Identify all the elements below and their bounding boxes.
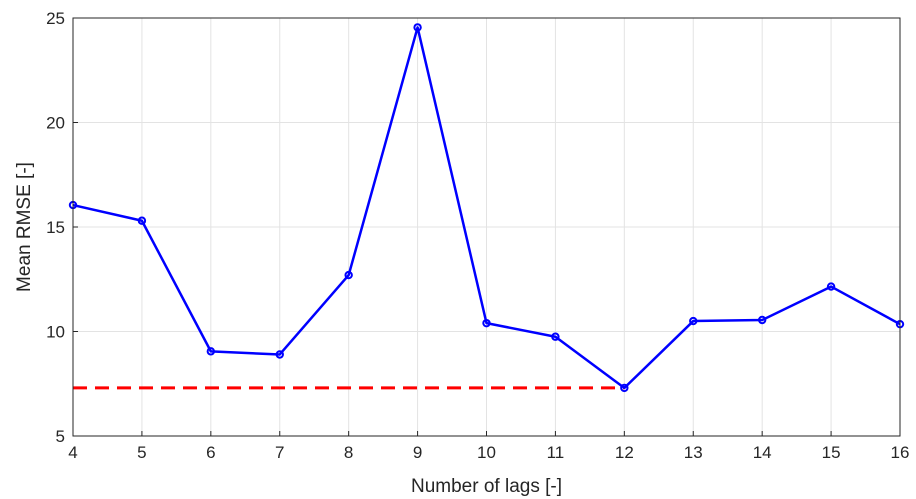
- x-tick-label: 12: [615, 443, 634, 462]
- x-tick-label: 13: [684, 443, 703, 462]
- data-point: [482, 318, 491, 328]
- x-tick-label: 11: [547, 443, 565, 462]
- x-tick-label: 9: [413, 443, 422, 462]
- data-point: [551, 332, 560, 341]
- y-tick-label: 20: [46, 114, 65, 133]
- data-point: [275, 350, 284, 359]
- data-point: [137, 216, 147, 225]
- series-layer: [68, 23, 905, 393]
- x-tick-label: 4: [68, 443, 77, 462]
- grid-lines: [72, 17, 901, 437]
- data-point: [344, 270, 353, 280]
- data-point: [413, 23, 422, 32]
- x-tick-label: 8: [344, 443, 353, 462]
- series-line: [72, 26, 901, 390]
- y-tick-label: 25: [46, 9, 65, 28]
- y-axis-label: Mean RMSE [-]: [14, 162, 35, 292]
- x-tick-label: 15: [822, 443, 841, 462]
- y-tick-label: 10: [46, 323, 65, 342]
- x-tick-label: 6: [206, 443, 215, 462]
- data-point: [689, 316, 698, 326]
- x-tick-label: 10: [477, 443, 496, 462]
- x-tick-label: 14: [753, 443, 772, 462]
- y-tick-label: 5: [56, 427, 65, 446]
- x-tick-labels: 4 5 6 7 8 9 10 11 12 13 14 15 16: [68, 431, 909, 462]
- data-point: [757, 315, 767, 325]
- x-tick-label: 16: [891, 443, 910, 462]
- data-point: [826, 282, 836, 291]
- data-point: [206, 347, 216, 356]
- x-tick-label: 7: [275, 443, 284, 462]
- x-axis-label: Number of lags [-]: [411, 476, 562, 497]
- x-tick-label: 5: [137, 443, 146, 462]
- data-point: [620, 383, 629, 393]
- y-tick-labels: 5 10 15 20 25: [46, 9, 78, 446]
- y-tick-label: 15: [46, 218, 65, 237]
